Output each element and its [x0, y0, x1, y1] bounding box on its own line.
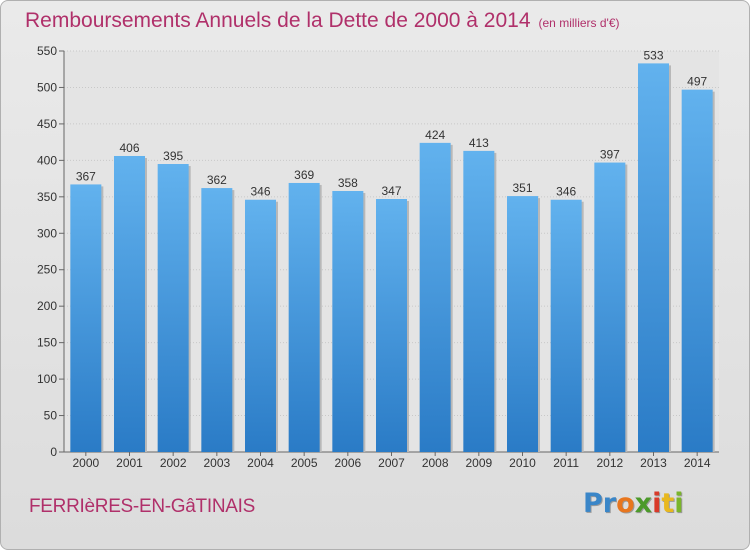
y-tick-label: 500 — [37, 80, 57, 94]
value-label: 424 — [425, 128, 445, 142]
y-tick-label: 450 — [37, 117, 57, 131]
labels: 0 50 100 150 200 250 300 350 400 450 500 550 367 2000… — [37, 44, 711, 470]
bar — [70, 184, 102, 452]
x-tick-label: 2012 — [596, 456, 623, 470]
y-tick-label: 0 — [50, 445, 57, 459]
x-tick-label: 2003 — [203, 456, 230, 470]
logo-part: i — [652, 488, 662, 519]
y-tick-label: 350 — [37, 190, 57, 204]
y-tick-label: 100 — [37, 372, 57, 386]
y-tick-label: 50 — [44, 409, 58, 423]
chart-unit-label: (en milliers d'€) — [538, 16, 620, 30]
bar — [245, 199, 276, 452]
bar — [594, 162, 626, 452]
logo-part: o — [616, 488, 635, 519]
x-tick-label: 2013 — [640, 456, 667, 470]
logo-part: t — [661, 488, 675, 519]
logo-part: x — [634, 488, 653, 519]
value-label: 497 — [687, 75, 707, 89]
value-label: 533 — [643, 48, 663, 62]
bar — [638, 63, 669, 453]
y-tick-label: 150 — [37, 336, 57, 350]
value-label: 346 — [250, 185, 270, 199]
x-tick-label: 2000 — [72, 456, 99, 470]
value-label: 351 — [512, 181, 532, 195]
x-tick-label: 2008 — [422, 456, 449, 470]
city-name: FERRIèRES-EN-GâTINAIS — [29, 496, 255, 517]
value-label: 406 — [119, 141, 139, 155]
bar — [332, 190, 364, 452]
value-label: 395 — [163, 149, 183, 163]
proxiti-logo[interactable]: Proxiti — [583, 488, 684, 519]
x-tick-label: 2004 — [247, 456, 274, 470]
bars — [70, 63, 715, 453]
value-label: 346 — [556, 185, 576, 199]
value-label: 369 — [294, 168, 314, 182]
logo-part: i — [674, 488, 684, 519]
y-tick-label: 300 — [37, 226, 57, 240]
bar — [463, 150, 495, 453]
x-tick-label: 2001 — [116, 456, 143, 470]
bar — [157, 164, 189, 452]
y-tick-label: 400 — [37, 153, 57, 167]
chart-title-text: Remboursements Annuels de la Dette de 20… — [25, 9, 531, 32]
bar — [201, 188, 233, 452]
y-tick-label: 250 — [37, 263, 57, 277]
x-tick-label: 2006 — [334, 456, 361, 470]
value-label: 362 — [207, 173, 227, 187]
value-label: 367 — [76, 169, 96, 183]
value-label: 397 — [600, 148, 620, 162]
bar — [419, 142, 451, 452]
bar — [114, 155, 145, 453]
value-label: 358 — [338, 176, 358, 190]
chart-title: Remboursements Annuels de la Dette de 20… — [25, 9, 620, 33]
logo-part: Pr — [583, 488, 617, 519]
y-tick-label: 550 — [37, 44, 57, 58]
x-tick-label: 2014 — [684, 456, 711, 470]
x-tick-label: 2007 — [378, 456, 405, 470]
value-label: 347 — [381, 184, 401, 198]
x-tick-label: 2009 — [465, 456, 492, 470]
x-tick-label: 2005 — [291, 456, 318, 470]
x-tick-label: 2011 — [553, 456, 579, 470]
y-tick-label: 200 — [37, 299, 57, 313]
bar — [376, 199, 407, 452]
bar — [681, 89, 713, 452]
bar — [507, 196, 538, 452]
x-tick-label: 2010 — [509, 456, 536, 470]
bar — [288, 182, 320, 452]
bar — [550, 199, 582, 452]
value-label: 413 — [469, 136, 489, 150]
x-tick-label: 2002 — [160, 456, 187, 470]
